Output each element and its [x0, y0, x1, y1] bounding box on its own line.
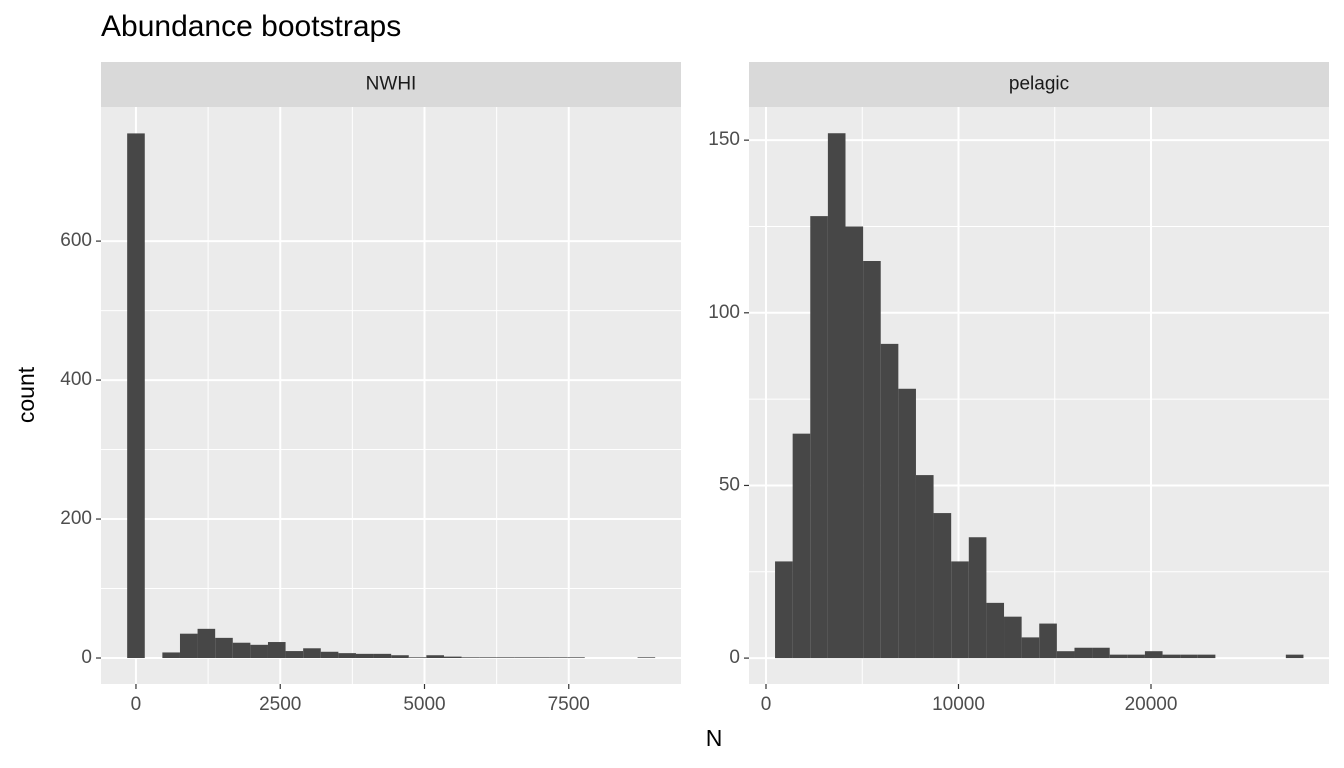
bar	[986, 602, 1005, 659]
bar	[1144, 651, 1163, 659]
bar	[355, 653, 374, 659]
y-tick-label: 150	[708, 129, 740, 150]
bar	[461, 657, 480, 659]
x-tick-label: 20000	[1125, 694, 1178, 715]
bar	[775, 561, 793, 659]
bar	[968, 537, 987, 659]
bar	[810, 216, 828, 659]
y-tick-label: 0	[81, 647, 92, 668]
bar	[1109, 654, 1128, 659]
bar	[338, 653, 356, 659]
strip-label: NWHI	[366, 74, 417, 95]
bar	[915, 475, 934, 659]
y-tick-label: 50	[719, 474, 740, 495]
bar	[285, 651, 304, 659]
bar	[179, 633, 198, 659]
bar	[443, 656, 462, 659]
bar	[373, 653, 392, 659]
panel-background	[101, 107, 681, 684]
bar	[1039, 623, 1057, 659]
strip	[101, 62, 681, 107]
bar	[1285, 654, 1304, 659]
x-tick-label: 7500	[548, 694, 590, 715]
y-tick-label: 400	[60, 369, 92, 390]
bar	[1127, 654, 1145, 659]
bar	[197, 628, 216, 659]
bar	[232, 642, 251, 659]
strip	[749, 62, 1329, 107]
bar	[320, 651, 339, 659]
x-tick-label: 5000	[403, 694, 445, 715]
bar	[391, 655, 409, 659]
bar	[880, 343, 899, 659]
bar	[250, 644, 268, 659]
y-tick-label: 600	[60, 230, 92, 251]
bar	[514, 657, 532, 659]
bar	[162, 652, 180, 659]
bar	[549, 657, 568, 659]
x-tick-label: 0	[761, 694, 772, 715]
bar	[845, 226, 864, 659]
bar	[1180, 654, 1198, 659]
y-axis-label: count	[13, 366, 39, 423]
chart-title: Abundance bootstraps	[101, 10, 401, 43]
x-tick-label: 10000	[932, 694, 985, 715]
bar	[1092, 647, 1110, 659]
bar	[1056, 651, 1075, 659]
bar	[215, 637, 233, 659]
y-tick-label: 100	[708, 302, 740, 323]
bar	[863, 261, 881, 659]
y-tick-label: 200	[60, 508, 92, 529]
x-axis-label: N	[706, 725, 723, 751]
bar	[898, 388, 916, 659]
bar	[479, 657, 497, 659]
bar	[827, 133, 846, 659]
x-tick-label: 2500	[259, 694, 301, 715]
bar	[1162, 654, 1181, 659]
bar	[127, 133, 145, 659]
bar	[1074, 647, 1093, 659]
bar	[567, 657, 585, 659]
bar	[496, 657, 515, 659]
bar	[1004, 616, 1022, 659]
bar	[531, 657, 550, 659]
bar	[267, 642, 286, 659]
strip-label: pelagic	[1009, 74, 1069, 95]
bar	[303, 648, 321, 659]
bar	[792, 433, 811, 659]
bar	[637, 657, 656, 659]
bar	[426, 655, 444, 659]
y-tick-label: 0	[729, 647, 740, 668]
bar	[1021, 637, 1040, 659]
bar	[951, 561, 969, 659]
bar	[1197, 654, 1216, 659]
x-tick-label: 0	[131, 694, 142, 715]
bar	[408, 657, 427, 659]
bar	[933, 513, 952, 659]
